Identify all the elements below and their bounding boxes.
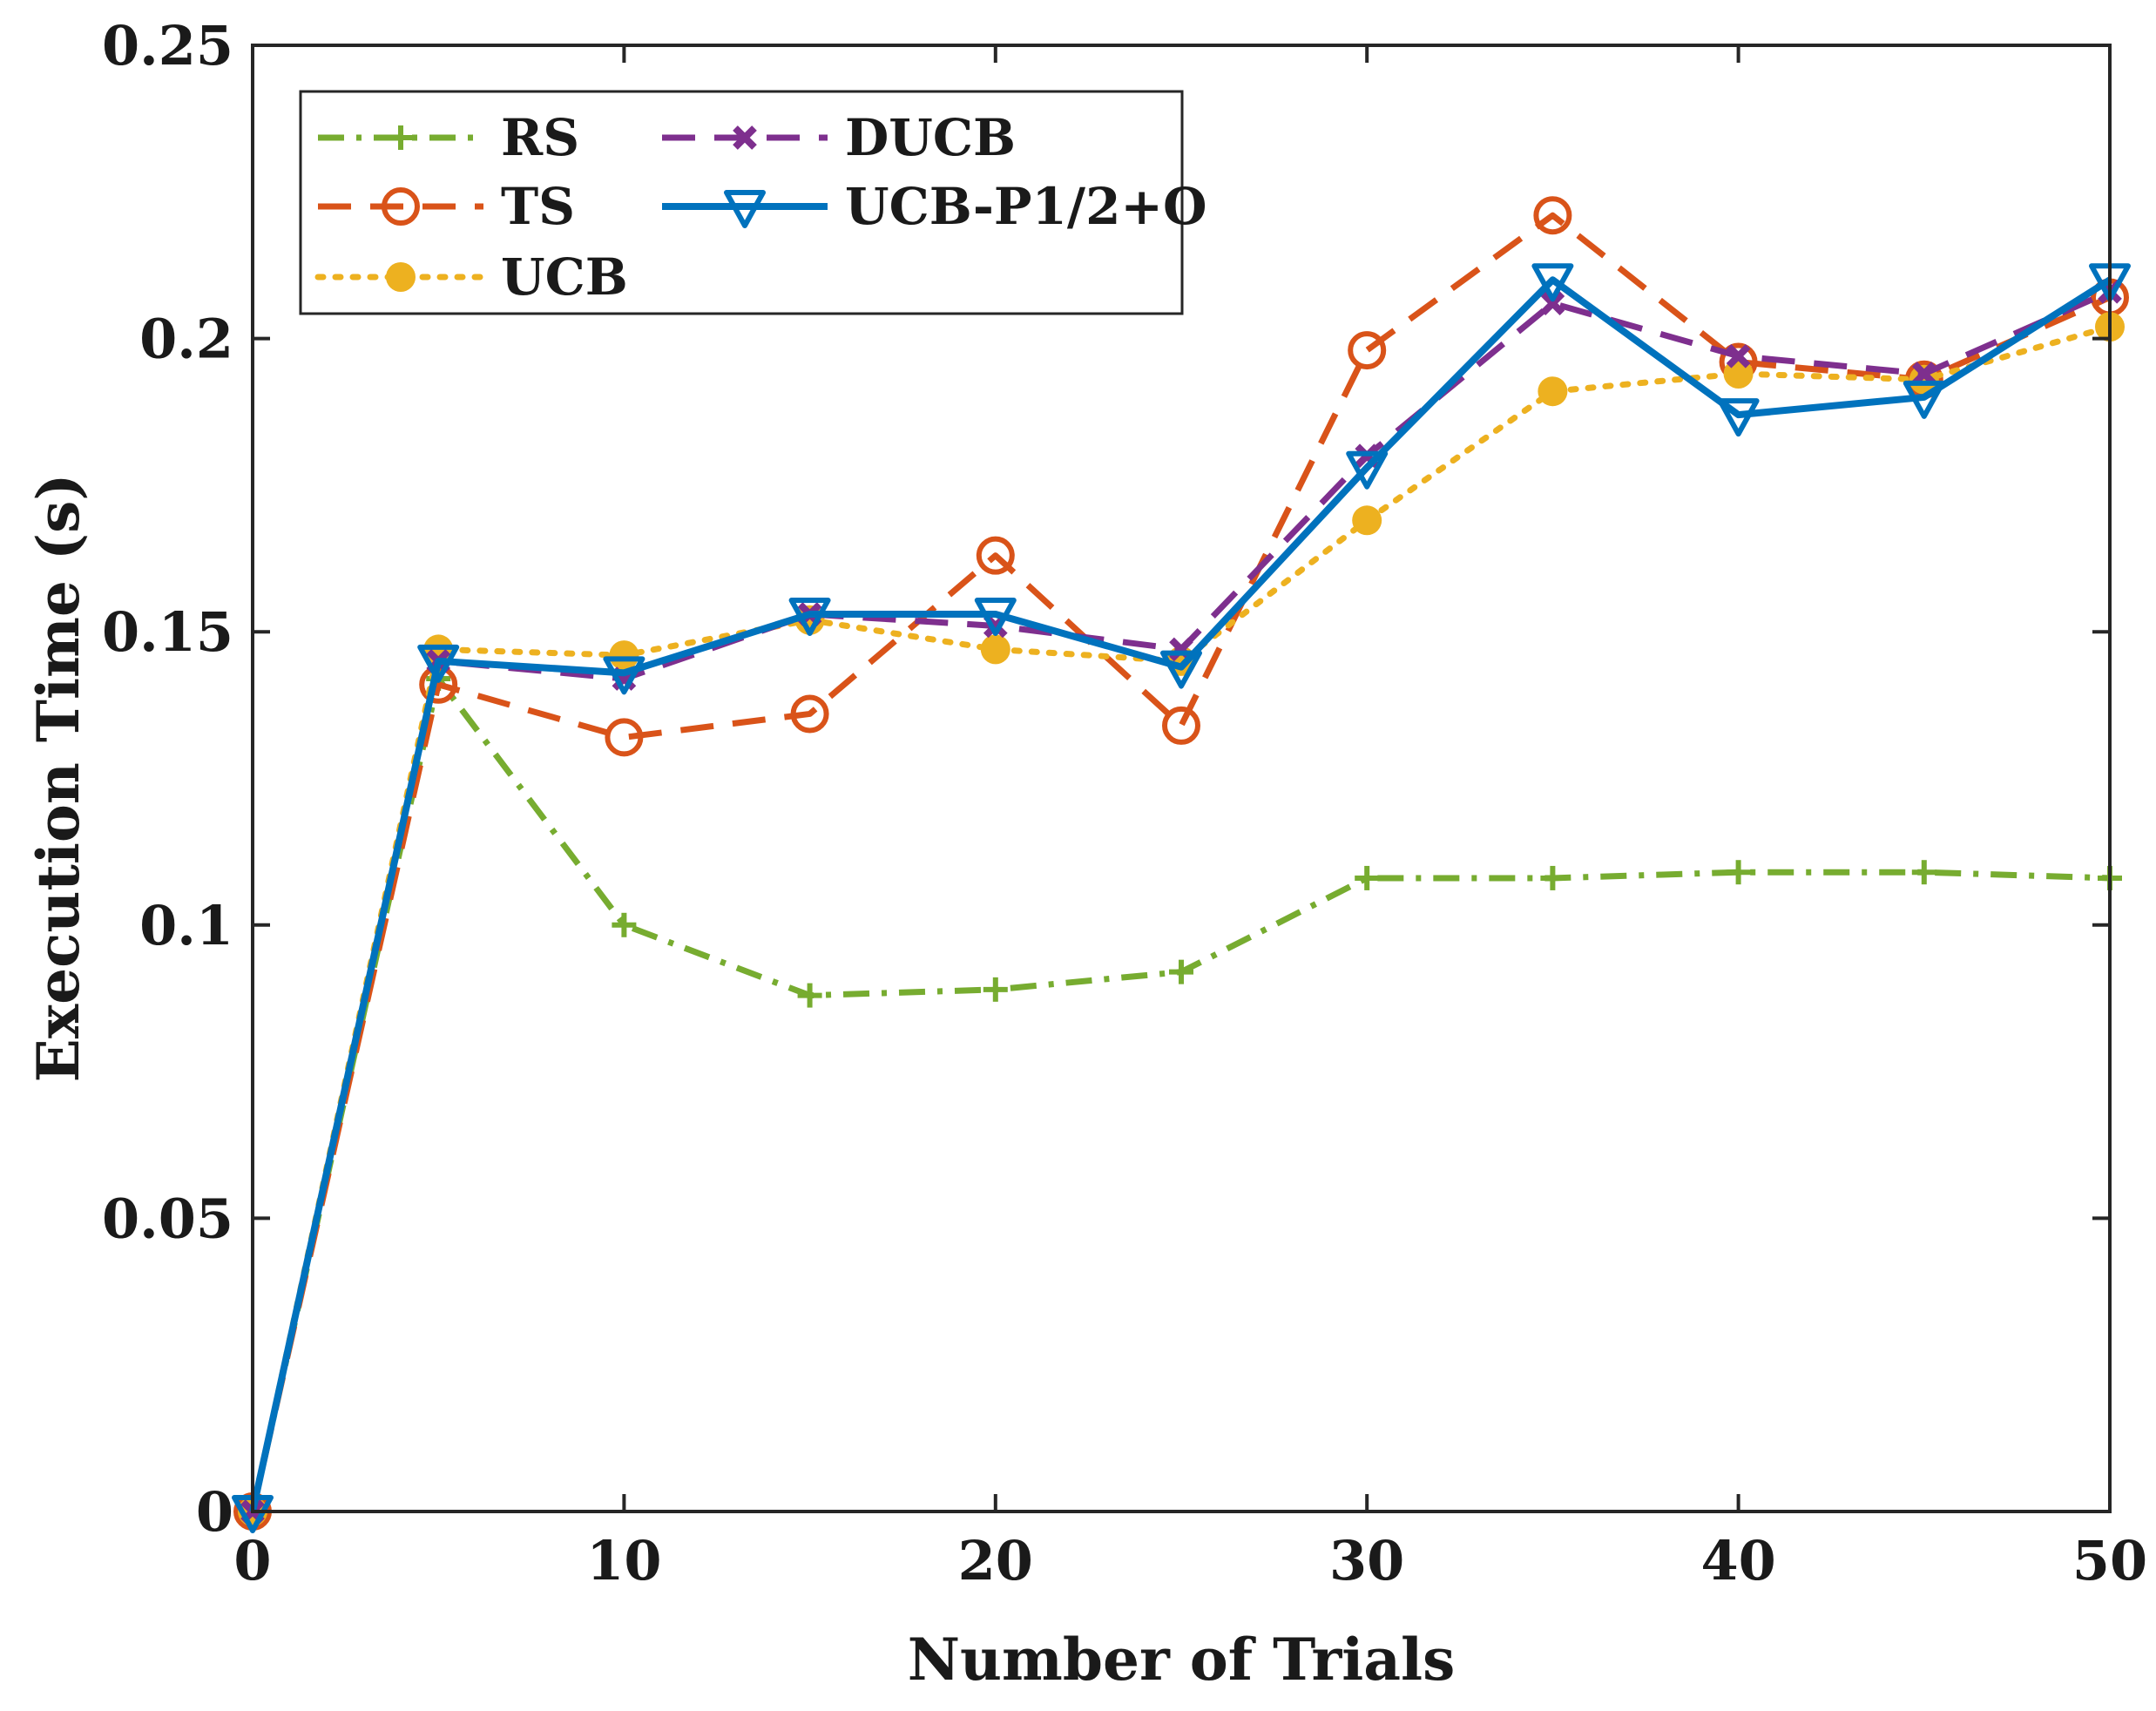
data-point [1531, 263, 1574, 302]
x-tick-label: 40 [1700, 1529, 1775, 1593]
y-tick-label: 0.15 [102, 600, 233, 664]
series-line [249, 212, 2112, 1512]
data-point [1726, 343, 1751, 369]
data-point [1911, 362, 1936, 386]
data-point [1540, 291, 1565, 316]
axes-layer [251, 44, 2112, 1513]
data-point [605, 718, 644, 757]
series-line [249, 323, 2113, 1515]
data-point [980, 634, 1010, 665]
x-axis-label: Number of Trials [908, 1626, 1456, 1694]
y-tick-label: 0.2 [139, 308, 233, 371]
legend-label: UCB [501, 247, 628, 307]
data-point [790, 694, 829, 734]
legend-entry: DUCB [662, 108, 1016, 167]
legend-marker [386, 262, 416, 292]
data-point [1903, 380, 1945, 419]
ticks-layer: 0 10 20 30 40 50 0 0.05 0.1 0.15 0.2 0.25 [102, 14, 2147, 1593]
y-tick-label: 0.1 [139, 894, 233, 957]
data-point [1162, 706, 1200, 745]
series-line [249, 276, 2112, 1512]
data-point [612, 912, 637, 937]
data-point [983, 977, 1008, 1002]
data-point [1717, 398, 1760, 437]
data-point [417, 644, 460, 683]
legend-label: RS [501, 108, 579, 167]
legend-entry: UCB-P1/2+O [662, 177, 1207, 236]
data-point [788, 598, 831, 637]
x-tick-label: 50 [2072, 1529, 2147, 1593]
data-point [603, 656, 645, 695]
legend-label: DUCB [845, 108, 1016, 167]
legend-entry: UCB [314, 247, 628, 307]
data-point [1346, 450, 1389, 490]
x-tick-label: 10 [586, 1529, 661, 1593]
data-point [1726, 860, 1751, 885]
data-point [1160, 650, 1202, 689]
data-point [1533, 196, 1572, 235]
y-tick-label: 0.05 [102, 1187, 233, 1250]
series-ucb-p1-2-o [232, 263, 2131, 1533]
x-tick-label: 0 [233, 1529, 271, 1593]
x-tick-label: 30 [1329, 1529, 1404, 1593]
data-point [1911, 860, 1936, 885]
y-tick-label: 0.25 [102, 14, 233, 78]
legend-entry: RS [318, 108, 579, 167]
data-point [1348, 331, 1387, 370]
data-point [1355, 865, 1380, 890]
legend-label: TS [501, 177, 575, 236]
legend-marker [382, 187, 420, 226]
data-point [974, 598, 1017, 637]
legend-entry: TS [318, 177, 575, 236]
legend-marker [733, 125, 757, 150]
data-point [1540, 865, 1565, 890]
legend-marker [389, 125, 413, 150]
legend-marker [724, 190, 766, 228]
data-point [1538, 376, 1568, 407]
y-axis-label: Execution Time (s) [24, 474, 92, 1083]
series-layer [232, 196, 2131, 1533]
data-point [797, 983, 822, 1008]
plot-area-border [251, 44, 2112, 1513]
x-tick-label: 20 [958, 1529, 1033, 1593]
data-point [1352, 505, 1382, 536]
legend-label: UCB-P1/2+O [845, 177, 1207, 236]
y-tick-label: 0 [196, 1480, 233, 1544]
data-point [1169, 959, 1193, 984]
data-point [609, 640, 639, 671]
legend: RS TS UCB DUCB UCB-P1/2+O [299, 90, 1207, 315]
data-point [976, 536, 1015, 575]
